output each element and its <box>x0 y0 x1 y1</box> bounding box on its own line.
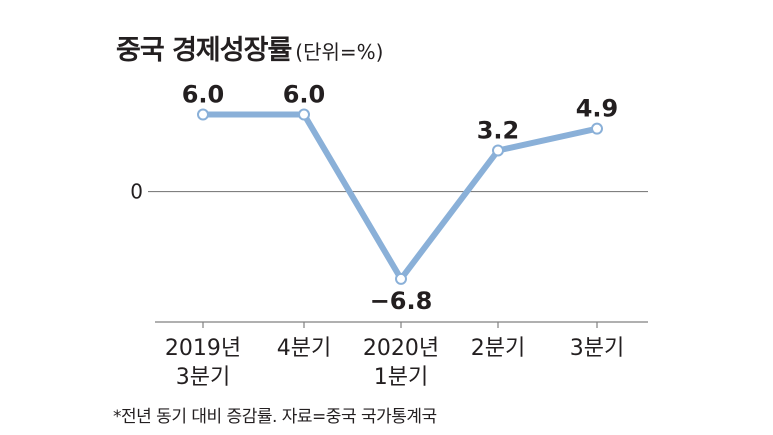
x-tick-label: 2020년 <box>363 336 439 361</box>
data-label: 6.0 <box>283 81 326 109</box>
data-point <box>591 122 603 135</box>
data-label: 6.0 <box>182 81 225 109</box>
data-point <box>492 144 504 157</box>
x-tick-label: 1분기 <box>374 365 428 390</box>
x-tick-label: 4분기 <box>277 336 331 361</box>
series-line <box>200 111 600 282</box>
x-tick-label: 2019년 <box>165 336 241 361</box>
chart-footnote: *전년 동기 대비 증감률. 자료=중국 국가통계국 <box>113 407 437 427</box>
chart-unit: (단위=%) <box>295 40 384 64</box>
data-label: −6.8 <box>370 287 433 315</box>
data-label: 4.9 <box>576 95 619 123</box>
x-tick-label: 3분기 <box>176 365 230 390</box>
x-tick-label: 3분기 <box>570 336 624 361</box>
data-point <box>395 272 407 285</box>
data-label: 3.2 <box>477 117 520 145</box>
chart-title-text: 중국 경제성장률 <box>116 35 292 66</box>
data-point <box>197 108 209 121</box>
chart-title: 중국 경제성장률 (단위=%) <box>116 28 383 67</box>
x-tick-label: 2분기 <box>471 336 525 361</box>
data-point <box>298 108 310 121</box>
y-tick-label: 0 <box>130 180 143 204</box>
